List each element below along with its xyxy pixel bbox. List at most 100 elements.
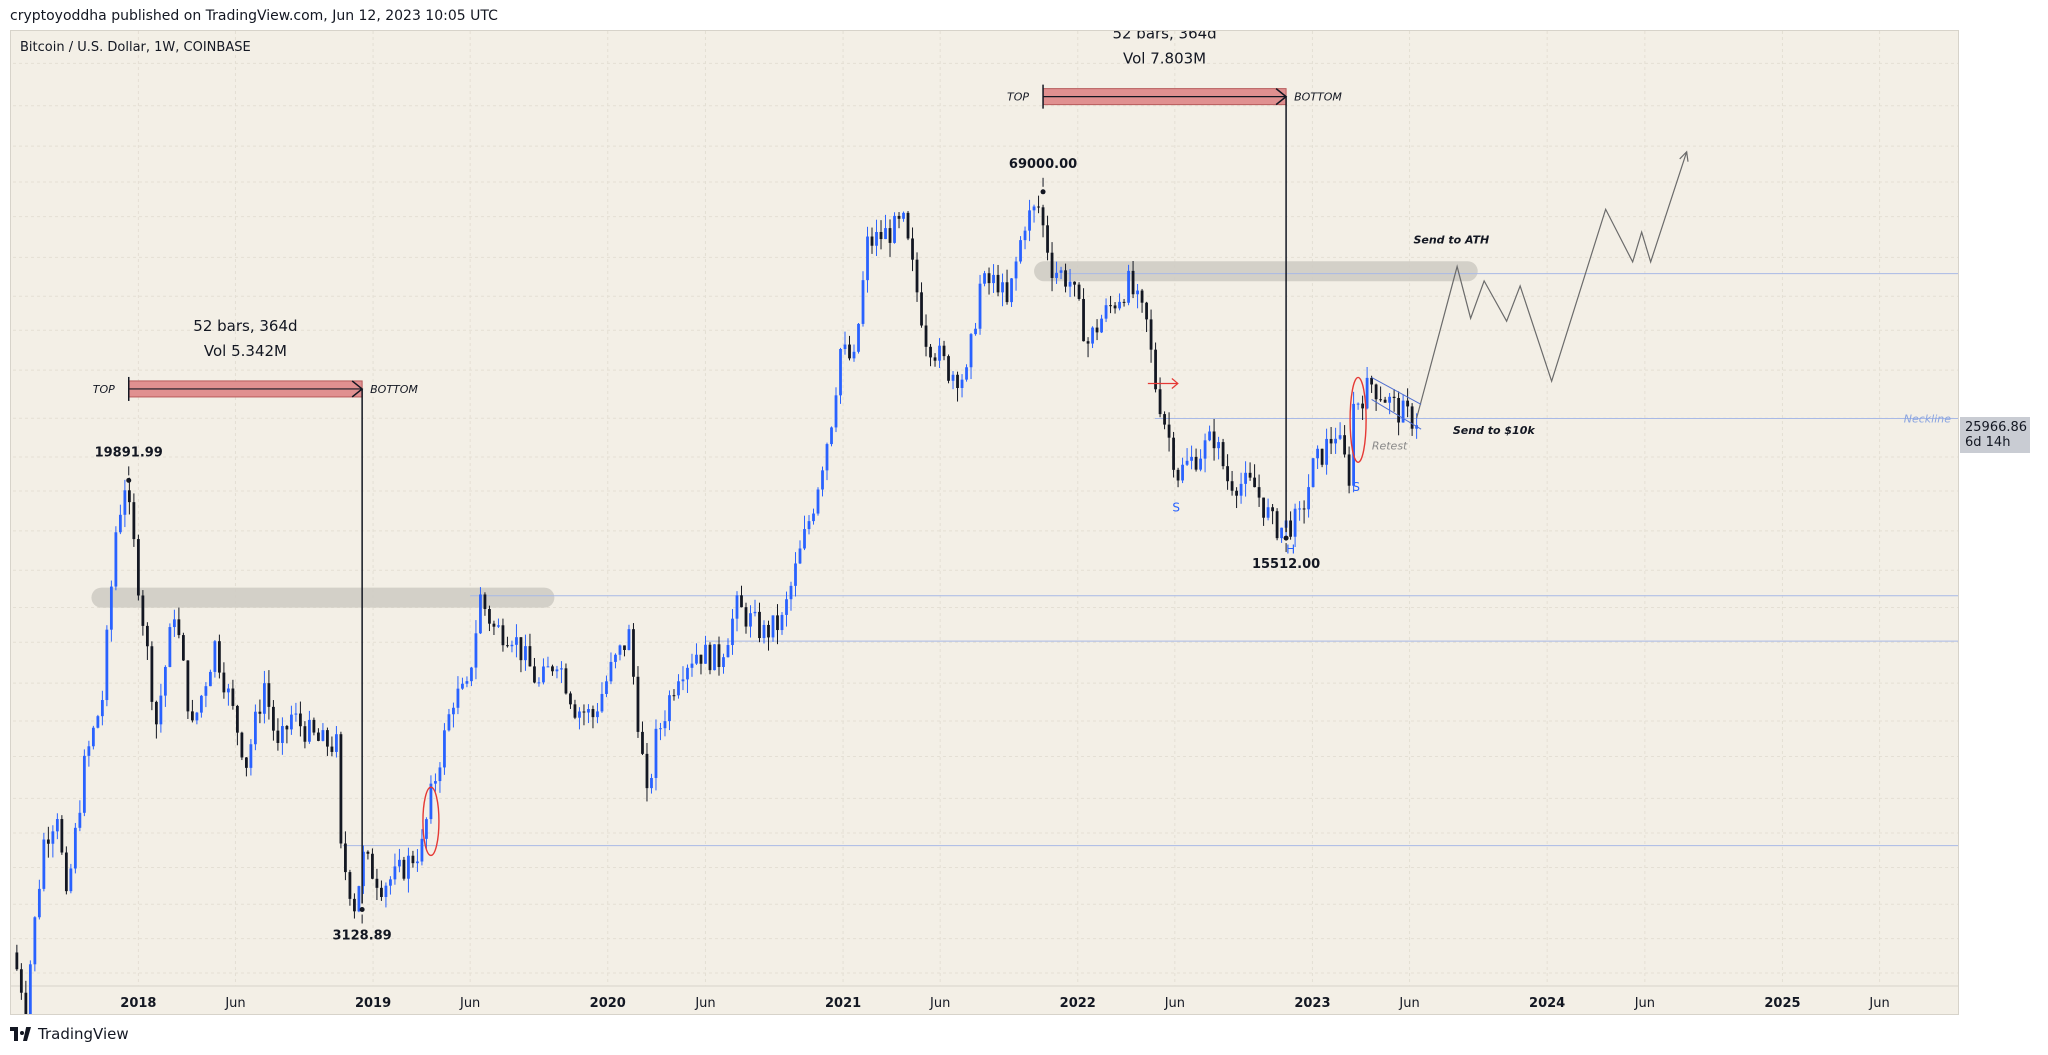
candle-body (560, 668, 563, 670)
candle-body (96, 716, 100, 728)
candle-body (821, 470, 824, 490)
candle-body (64, 852, 68, 892)
candle-body (1037, 206, 1040, 208)
candle-body (726, 645, 730, 658)
candle-body (672, 695, 676, 697)
x-tick-label: Jun (224, 996, 245, 1011)
candle-body (456, 688, 460, 708)
chart-canvas[interactable]: 120000.00100000.0084000.0072000.0062000.… (11, 31, 1959, 1015)
candle-body (992, 274, 995, 284)
candle-body (1392, 396, 1396, 398)
candle-body (1005, 282, 1009, 303)
candle-body (1032, 206, 1036, 211)
candle-body (1311, 458, 1315, 488)
resistance-zone (1034, 261, 1478, 282)
candle-body (28, 964, 32, 1014)
candle-body (483, 594, 487, 609)
candle-body (1244, 472, 1247, 484)
candle-body (1253, 477, 1256, 488)
candle-body (1041, 207, 1045, 226)
candle-body (429, 783, 433, 820)
candle-body (100, 700, 104, 717)
candle-body (1014, 261, 1018, 279)
candle-body (1064, 270, 1067, 287)
candle-body (60, 819, 64, 853)
candle-body (929, 346, 932, 358)
candle-body (1199, 458, 1202, 470)
symbol-title: Bitcoin / U.S. Dollar, 1W, COINBASE (20, 40, 251, 55)
candle-body (150, 646, 154, 702)
candle-body (546, 666, 550, 668)
candle-body (1082, 298, 1085, 342)
candle-body (1109, 305, 1112, 307)
candle-body (1140, 290, 1144, 303)
candle-body (42, 839, 46, 889)
candle-body (1320, 448, 1324, 465)
candle-body (555, 669, 559, 672)
candle-body (857, 323, 860, 352)
candle-body (1316, 448, 1319, 459)
candle-body (308, 719, 311, 742)
candle-body (519, 637, 523, 661)
candle-body (1397, 397, 1401, 423)
candle-body (465, 681, 469, 684)
candle-body (1352, 403, 1355, 486)
candle-body (920, 292, 923, 326)
candle-body (1347, 454, 1351, 486)
candle-body (1226, 466, 1229, 482)
candle-body (852, 351, 856, 359)
measure-bottom-label: BOTTOM (1294, 91, 1342, 104)
candle-body (1176, 469, 1180, 481)
candle-body (402, 859, 406, 879)
candle-body (551, 666, 554, 672)
candle-body (893, 215, 896, 243)
candle-body (735, 595, 739, 619)
candle-body (267, 683, 271, 707)
tradingview-logo[interactable]: TradingView (10, 1025, 129, 1043)
candle-body (1068, 281, 1072, 287)
candle-body (1235, 490, 1238, 496)
chart-area[interactable]: 120000.00 100000.00 84000.00 72000.00 62000.… (10, 30, 1959, 1015)
price-label-dot (1283, 535, 1289, 541)
candle-body (1248, 472, 1252, 478)
candle-body (51, 831, 55, 844)
candle-body (1410, 406, 1414, 429)
candle-body (569, 693, 572, 705)
candle-body (69, 868, 73, 892)
candle-body (767, 624, 770, 638)
candle-body (362, 851, 365, 887)
candle-body (416, 861, 419, 864)
candle-body (758, 611, 761, 639)
candle-body (843, 344, 847, 349)
x-tick-label: Jun (1164, 996, 1185, 1011)
candle-body (375, 878, 379, 888)
candle-body (695, 654, 698, 664)
candle-body (659, 728, 662, 730)
candle-body (24, 992, 28, 1014)
candle-body (1262, 497, 1265, 518)
candle-body (1131, 270, 1135, 295)
candle-body (987, 273, 991, 284)
price-label-dot (126, 477, 132, 483)
candle-body (1104, 305, 1108, 319)
footer-brand: TradingView (38, 1025, 129, 1043)
candle-body (524, 646, 527, 661)
candle-body (82, 755, 86, 813)
candle-body (326, 730, 329, 747)
x-tick-label: Jun (459, 996, 480, 1011)
candle-body (1181, 464, 1184, 481)
candle-body (497, 625, 500, 627)
candle-body (141, 595, 145, 626)
price-label: 15512.00 (1252, 557, 1320, 572)
candle-body (407, 855, 410, 879)
candle-body (1203, 440, 1207, 459)
candle-body (1122, 301, 1126, 303)
x-tick-label: 2025 (1764, 996, 1800, 1011)
candle-body (1149, 319, 1153, 350)
candle-body (222, 672, 226, 693)
candle-body (1325, 438, 1328, 465)
candle-body (217, 641, 221, 673)
candle-body (1010, 278, 1013, 303)
candle-body (902, 212, 905, 219)
candle-body (690, 663, 694, 668)
